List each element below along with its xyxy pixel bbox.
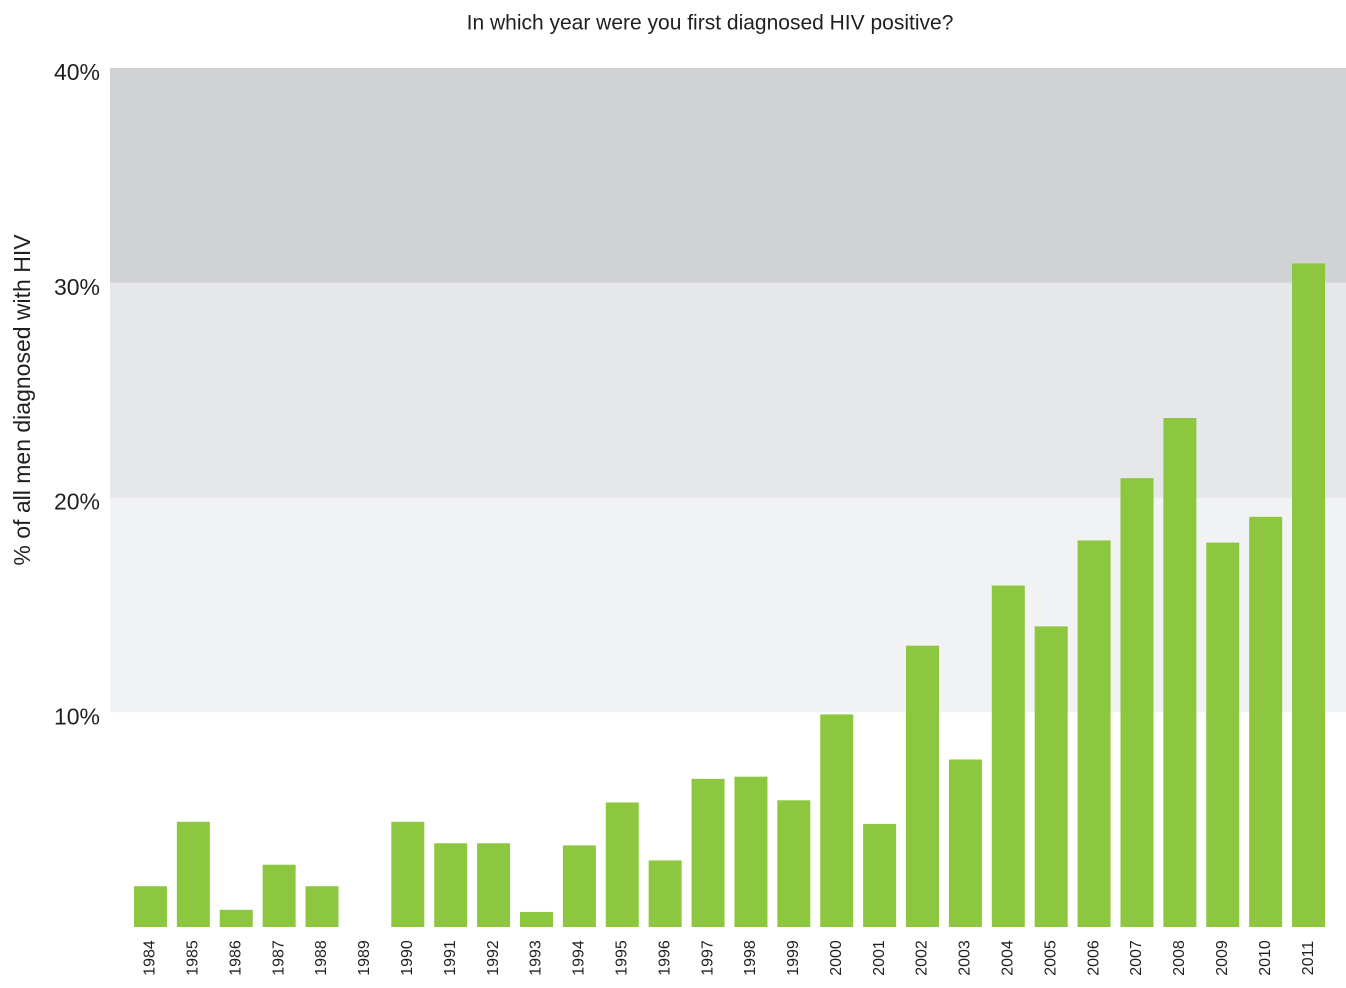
x-tick-label: 2010 [1257,940,1274,976]
x-tick-label: 1991 [442,940,459,976]
bar [519,911,553,927]
grid-band [110,497,1346,713]
x-tick-label: 2002 [914,940,931,976]
bar [1292,263,1326,927]
x-tick-label: 1987 [270,940,287,976]
x-tick-label: 1984 [142,940,159,976]
x-tick-label: 1992 [485,940,502,976]
x-tick-label: 1998 [742,940,759,976]
x-tick-label: 1986 [227,940,244,976]
bar [691,778,725,927]
bar [906,645,940,927]
bar [948,759,982,927]
y-tick-label: 30% [54,274,100,300]
bar [176,821,210,927]
bar [1034,626,1068,927]
bar [820,714,854,927]
x-tick-label: 1993 [528,940,545,976]
x-tick-label: 1985 [185,940,202,976]
bar [1206,542,1240,927]
bar [477,843,511,927]
x-tick-label: 1996 [656,940,673,976]
bar [1120,478,1154,927]
grid-band [110,282,1346,498]
y-tick-label: 20% [54,489,100,515]
x-tick-label: 2001 [871,940,888,976]
y-tick-label: 10% [54,703,100,729]
bar [434,843,468,927]
x-tick-label: 1994 [571,940,588,976]
x-tick-label: 1990 [399,940,416,976]
x-tick-label: 1995 [613,940,630,976]
x-tick-label: 2000 [828,940,845,976]
bar [219,909,253,927]
x-tick-label: 1997 [699,940,716,976]
bar [648,860,682,927]
bar [562,845,596,927]
x-tick-label: 2007 [1128,940,1145,976]
bar [391,821,425,927]
x-tick-label: 1988 [313,940,330,976]
bar [1163,418,1197,927]
x-tick-label: 2004 [1000,940,1017,976]
x-tick-label: 2008 [1171,940,1188,976]
grid-band [110,68,1346,283]
bar [1249,516,1283,927]
bar [734,776,768,927]
x-tick-label: 2009 [1214,940,1231,976]
x-tick-label: 2005 [1042,940,1059,976]
x-tick-label: 2006 [1085,940,1102,976]
bar [777,800,811,927]
bar [1077,540,1111,927]
x-tick-label: 2003 [957,940,974,976]
bar [305,886,339,927]
bar [991,585,1025,927]
y-tick-label: 40% [54,59,100,85]
bar [605,802,639,927]
x-tick-label: 2011 [1300,941,1317,976]
y-axis-label: % of all men diagnosed with HIV [9,234,35,566]
bar [262,864,296,927]
bar [133,886,167,927]
chart-title: In which year were you first diagnosed H… [467,12,954,35]
bar [863,823,897,927]
x-tick-label: 1989 [356,940,373,976]
x-tick-label: 1999 [785,940,802,976]
